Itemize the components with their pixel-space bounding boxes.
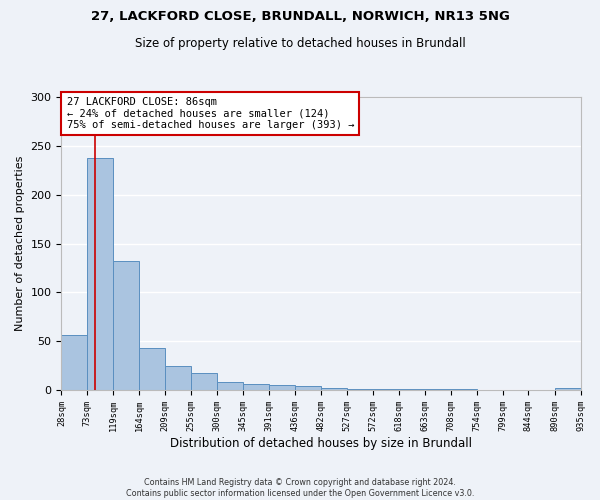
Bar	[61, 334, 87, 390]
Text: Contains HM Land Registry data © Crown copyright and database right 2024.
Contai: Contains HM Land Registry data © Crown c…	[126, 478, 474, 498]
Bar	[191, 372, 217, 390]
Bar	[295, 386, 321, 390]
Bar	[451, 389, 477, 390]
Bar	[217, 382, 243, 390]
Text: 27, LACKFORD CLOSE, BRUNDALL, NORWICH, NR13 5NG: 27, LACKFORD CLOSE, BRUNDALL, NORWICH, N…	[91, 10, 509, 23]
Bar	[373, 389, 399, 390]
Bar	[113, 261, 139, 390]
Bar	[269, 386, 295, 390]
Bar	[425, 389, 451, 390]
Bar	[87, 158, 113, 390]
Bar	[555, 388, 581, 390]
Bar	[399, 389, 425, 390]
Bar	[321, 388, 347, 390]
Bar	[347, 389, 373, 390]
Bar	[139, 348, 165, 390]
Text: Size of property relative to detached houses in Brundall: Size of property relative to detached ho…	[134, 38, 466, 51]
X-axis label: Distribution of detached houses by size in Brundall: Distribution of detached houses by size …	[170, 437, 472, 450]
Y-axis label: Number of detached properties: Number of detached properties	[15, 156, 25, 332]
Text: 27 LACKFORD CLOSE: 86sqm
← 24% of detached houses are smaller (124)
75% of semi-: 27 LACKFORD CLOSE: 86sqm ← 24% of detach…	[67, 97, 354, 130]
Bar	[165, 366, 191, 390]
Bar	[243, 384, 269, 390]
